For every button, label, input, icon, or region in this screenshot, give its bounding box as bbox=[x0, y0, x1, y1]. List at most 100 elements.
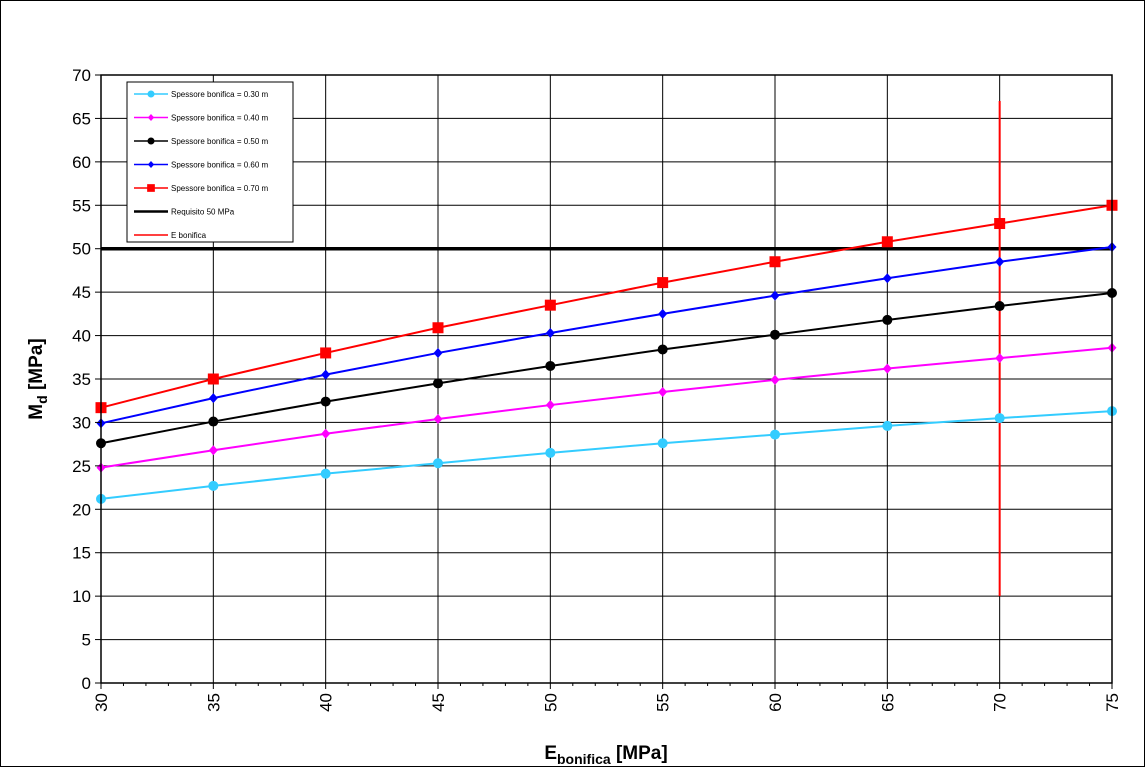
y-tick-label: 0 bbox=[82, 674, 91, 693]
y-tick-label: 35 bbox=[72, 370, 91, 389]
data-point bbox=[545, 360, 556, 371]
x-axis-title-sub: bonifica bbox=[557, 751, 611, 767]
y-tick-label: 50 bbox=[72, 240, 91, 259]
data-point bbox=[657, 344, 668, 355]
data-point bbox=[882, 273, 892, 284]
legend-label: Spessore bonifica = 0.70 m bbox=[171, 184, 269, 193]
legend-marker bbox=[147, 137, 155, 145]
y-tick-label: 40 bbox=[72, 327, 91, 346]
y-tick-label: 15 bbox=[72, 544, 91, 563]
data-point bbox=[769, 256, 781, 268]
data-point bbox=[994, 413, 1005, 424]
data-point bbox=[995, 256, 1005, 267]
data-point bbox=[433, 458, 443, 469]
legend-marker-group bbox=[147, 161, 155, 168]
legend-marker bbox=[147, 90, 155, 98]
legend-marker bbox=[147, 161, 155, 168]
data-point bbox=[658, 387, 668, 398]
data-point bbox=[433, 378, 443, 389]
legend: Spessore bonifica = 0.30 m Spessore bonif… bbox=[126, 81, 294, 243]
data-point bbox=[882, 420, 893, 431]
x-tick-label: 50 bbox=[541, 693, 560, 712]
y-tick-label: 5 bbox=[82, 631, 91, 650]
data-point bbox=[544, 299, 556, 311]
legend-marker bbox=[147, 114, 155, 121]
legend-label: Requisito 50 MPa bbox=[171, 208, 235, 217]
series-2 bbox=[96, 288, 1117, 449]
data-point bbox=[770, 290, 780, 301]
data-point bbox=[657, 438, 668, 449]
legend-item-3: Spessore bonifica = 0.60 m bbox=[134, 161, 269, 170]
legend-item-4: Spessore bonifica = 0.70 m bbox=[134, 184, 269, 193]
data-point bbox=[881, 236, 893, 248]
data-point bbox=[208, 393, 218, 404]
legend-label: Spessore bonifica = 0.50 m bbox=[171, 137, 269, 146]
data-point bbox=[995, 353, 1005, 364]
series-line bbox=[100, 292, 1113, 445]
series-line bbox=[100, 245, 1113, 425]
data-point bbox=[320, 396, 331, 407]
legend-marker-group bbox=[147, 184, 155, 192]
legend-item-1: Spessore bonifica = 0.40 m bbox=[134, 114, 269, 123]
data-point bbox=[770, 429, 780, 440]
legend-item-2: Spessore bonifica = 0.50 m bbox=[134, 137, 269, 146]
y-tick-label: 60 bbox=[72, 153, 91, 172]
data-point bbox=[994, 218, 1006, 230]
legend-marker-group bbox=[147, 114, 155, 121]
series-lines bbox=[95, 199, 1118, 504]
data-point bbox=[770, 374, 780, 385]
y-tick-label: 25 bbox=[72, 457, 91, 476]
data-point bbox=[545, 400, 555, 411]
tick-labels: 0 5 10 15 20 25 30 35 40 45 50 55 60 65 70 30 35 40 45 50 55… bbox=[72, 66, 1122, 712]
x-tick-label: 55 bbox=[654, 693, 673, 712]
x-tick-label: 40 bbox=[317, 693, 336, 712]
series-line bbox=[100, 410, 1113, 500]
x-tick-label: 70 bbox=[991, 693, 1010, 712]
legend-item-6: E bonifica bbox=[134, 231, 207, 240]
legend-item-5: Requisito 50 MPa bbox=[134, 208, 235, 217]
y-tick-label: 70 bbox=[72, 66, 91, 85]
data-point bbox=[994, 301, 1005, 312]
x-tick-label: 65 bbox=[878, 693, 897, 712]
data-point bbox=[882, 363, 892, 374]
legend-marker-group bbox=[147, 137, 155, 145]
y-axis-title-sub: d bbox=[34, 395, 50, 404]
data-point bbox=[208, 445, 218, 456]
legend-label: Spessore bonifica = 0.40 m bbox=[171, 114, 269, 123]
x-tick-label: 75 bbox=[1103, 693, 1122, 712]
x-axis-title-unit: [MPa] bbox=[611, 743, 668, 764]
legend-marker bbox=[147, 184, 155, 192]
series-line bbox=[100, 346, 1113, 469]
x-axis-title: Ebonifica [MPa] bbox=[544, 743, 667, 767]
data-point bbox=[320, 347, 332, 359]
x-tick-label: 45 bbox=[429, 693, 448, 712]
data-point bbox=[321, 428, 331, 439]
y-tick-label: 45 bbox=[72, 283, 91, 302]
data-point bbox=[321, 369, 331, 380]
data-point bbox=[545, 327, 555, 338]
data-point bbox=[208, 416, 219, 427]
legend-label: Spessore bonifica = 0.60 m bbox=[171, 161, 269, 170]
y-tick-label: 20 bbox=[72, 500, 91, 519]
data-point bbox=[770, 329, 780, 340]
data-point bbox=[208, 480, 219, 491]
y-axis-title-main: M bbox=[26, 404, 47, 420]
y-tick-label: 30 bbox=[72, 413, 91, 432]
data-point bbox=[320, 468, 331, 479]
data-point bbox=[657, 277, 669, 289]
x-axis-title-main: E bbox=[544, 743, 557, 764]
legend-item-0: Spessore bonifica = 0.30 m bbox=[134, 90, 269, 99]
legend-marker-group bbox=[147, 90, 155, 98]
data-point bbox=[207, 373, 219, 385]
data-point bbox=[882, 314, 893, 325]
y-axis-title-unit: [MPa] bbox=[26, 338, 47, 395]
legend-box bbox=[126, 81, 294, 243]
y-tick-label: 55 bbox=[72, 196, 91, 215]
y-axis-title: Md [MPa] bbox=[26, 338, 50, 419]
data-point bbox=[433, 347, 443, 358]
x-tick-label: 60 bbox=[766, 693, 785, 712]
y-tick-label: 65 bbox=[72, 109, 91, 128]
x-tick-label: 30 bbox=[92, 693, 111, 712]
x-tick-label: 35 bbox=[204, 693, 223, 712]
